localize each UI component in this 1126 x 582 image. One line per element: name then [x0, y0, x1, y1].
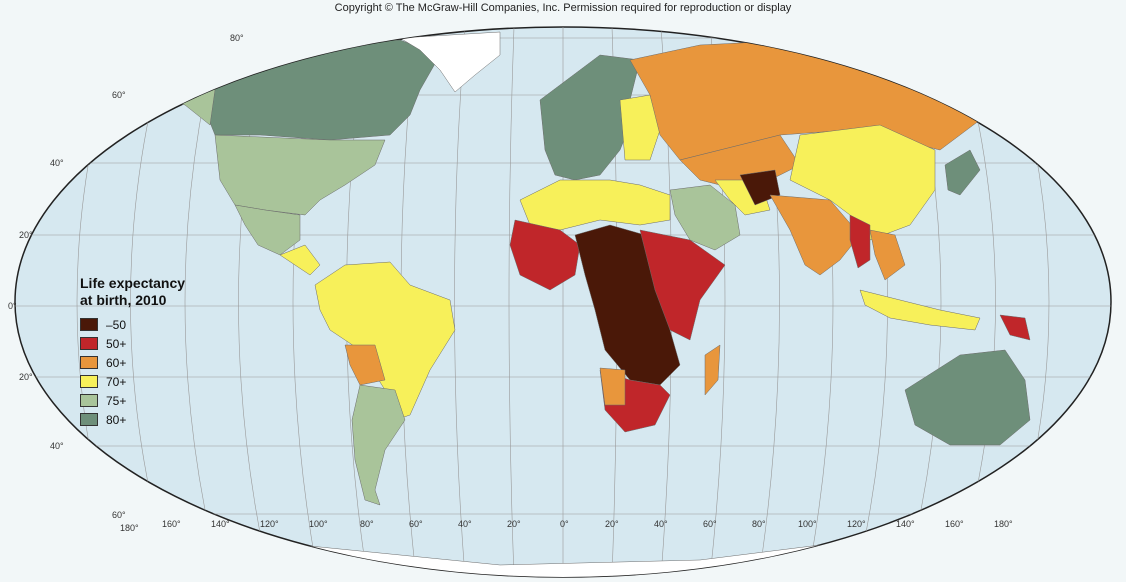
lat-label: 40°: [50, 441, 64, 451]
legend-item: 50+: [80, 334, 185, 353]
myanmar: [849, 214, 871, 269]
lat-label: 80°: [230, 33, 244, 43]
legend-items: –50 50+ 60+ 70+ 75+ 80+: [80, 315, 185, 429]
lon-label: 60°: [409, 519, 423, 529]
longitude-labels: 180° 160° 140° 120° 100° 80° 60° 40° 20°…: [120, 519, 1013, 533]
afghanistan: [739, 169, 781, 206]
middle-east: [669, 184, 741, 251]
lon-label: 40°: [458, 519, 472, 529]
legend-item: 60+: [80, 353, 185, 372]
legend-item: 70+: [80, 372, 185, 391]
bolivia: [344, 344, 386, 386]
lon-label: 60°: [703, 519, 717, 529]
legend-label: 70+: [106, 374, 127, 389]
lon-label: 160°: [162, 519, 181, 529]
lat-label: 40°: [50, 158, 64, 168]
indonesia: [859, 289, 981, 331]
legend-swatch: [80, 337, 98, 350]
west-africa: [509, 219, 581, 291]
lon-label: 80°: [752, 519, 766, 529]
lon-label: 180°: [120, 523, 139, 533]
western-europe: [539, 54, 641, 181]
legend-label: 75+: [106, 393, 127, 408]
legend-label: 50+: [106, 336, 127, 351]
lon-label: 100°: [798, 519, 817, 529]
lat-label: 60°: [112, 90, 126, 100]
lon-label: 40°: [654, 519, 668, 529]
copyright-notice: Copyright © The McGraw-Hill Companies, I…: [334, 2, 792, 14]
legend-item: –50: [80, 315, 185, 334]
south-asia: [769, 194, 861, 276]
lon-label: 0°: [560, 519, 569, 529]
east-africa: [639, 229, 726, 341]
mexico: [234, 204, 301, 256]
australia: [904, 349, 1031, 446]
lon-label: 100°: [309, 519, 328, 529]
madagascar: [704, 344, 721, 396]
legend-swatch: [80, 318, 98, 331]
central-america: [279, 244, 321, 276]
legend-label: –50: [106, 317, 127, 332]
legend-title-line2: at birth, 2010: [80, 292, 167, 308]
lon-label: 120°: [260, 519, 279, 529]
legend-swatch: [80, 394, 98, 407]
legend-item: 75+: [80, 391, 185, 410]
latitude-labels: 80° 60° 40° 20° 0° 20° 40° 60°: [8, 33, 244, 520]
lon-label: 20°: [605, 519, 619, 529]
lon-label: 180°: [994, 519, 1013, 529]
south-america-north: [314, 261, 456, 421]
lat-label: 0°: [8, 301, 17, 311]
lon-label: 140°: [896, 519, 915, 529]
papua-new-guinea: [999, 314, 1031, 341]
lat-label: 20°: [19, 230, 33, 240]
southeast-asia: [869, 229, 906, 281]
legend: Life expectancy at birth, 2010 –50 50+ 60+…: [80, 275, 185, 429]
legend-item: 80+: [80, 410, 185, 429]
china: [789, 124, 936, 241]
legend-swatch: [80, 375, 98, 388]
lon-label: 140°: [211, 519, 230, 529]
namibia: [599, 367, 626, 406]
usa: [214, 134, 386, 216]
legend-swatch: [80, 356, 98, 369]
lon-label: 160°: [945, 519, 964, 529]
land: [59, 31, 1111, 577]
argentina-chile: [351, 384, 406, 506]
greenland: [399, 31, 501, 93]
legend-label: 60+: [106, 355, 127, 370]
legend-title-line1: Life expectancy: [80, 275, 186, 291]
legend-swatch: [80, 413, 98, 426]
legend-title: Life expectancy at birth, 2010: [80, 275, 185, 309]
lon-label: 20°: [507, 519, 521, 529]
eastern-europe: [619, 94, 661, 161]
japan: [944, 149, 981, 196]
new-zealand: [1044, 439, 1081, 476]
lon-label: 120°: [847, 519, 866, 529]
lat-label: 20°: [19, 372, 33, 382]
lon-label: 80°: [360, 519, 374, 529]
lat-label: 60°: [112, 510, 126, 520]
legend-label: 80+: [106, 412, 127, 427]
